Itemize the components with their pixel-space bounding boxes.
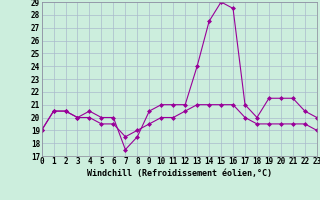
X-axis label: Windchill (Refroidissement éolien,°C): Windchill (Refroidissement éolien,°C) (87, 169, 272, 178)
